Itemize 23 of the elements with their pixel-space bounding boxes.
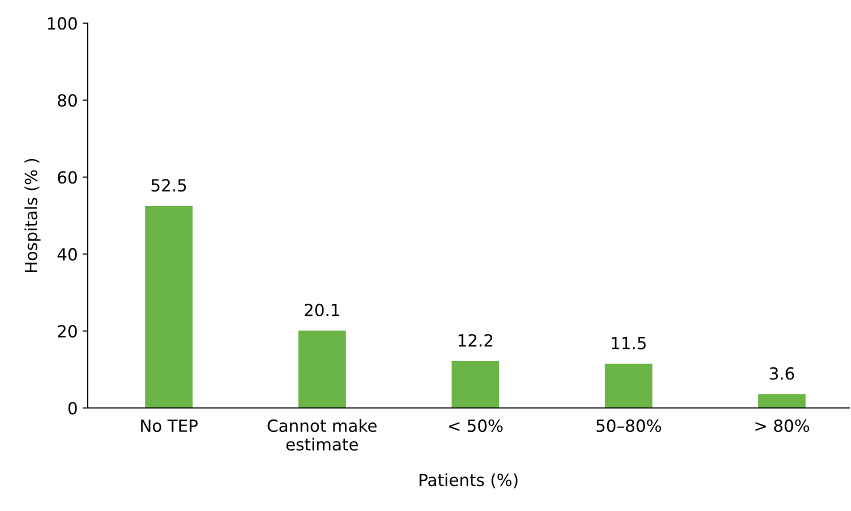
data-label: 12.2 <box>458 334 492 346</box>
y-tick-label: 40 <box>58 248 77 261</box>
x-tick-label: No TEP <box>141 420 198 432</box>
data-label: 20.1 <box>304 304 340 316</box>
data-label: 11.5 <box>612 337 646 350</box>
y-tick-label: 0 <box>68 402 77 415</box>
y-axis-title: Hospitals (% ) <box>24 158 41 272</box>
y-tick-label: 60 <box>58 171 77 184</box>
y-tick-label: 20 <box>58 324 77 338</box>
y-tick-label: 80 <box>58 94 77 107</box>
data-label: 3.6 <box>770 367 794 380</box>
x-tick-label: Cannot make estimate <box>268 419 377 451</box>
bar <box>145 206 193 408</box>
x-tick-label: 50–80% <box>596 419 661 432</box>
bar <box>298 330 346 408</box>
bar <box>604 364 652 408</box>
x-tick-label: < 50% <box>448 419 503 432</box>
y-tick-label: 100 <box>48 17 77 30</box>
bar <box>758 394 806 408</box>
bar <box>452 361 500 408</box>
x-axis-title: Patients (%) <box>420 473 518 488</box>
x-tick-label: > 80% <box>755 419 810 432</box>
data-label: 52.5 <box>152 179 186 192</box>
